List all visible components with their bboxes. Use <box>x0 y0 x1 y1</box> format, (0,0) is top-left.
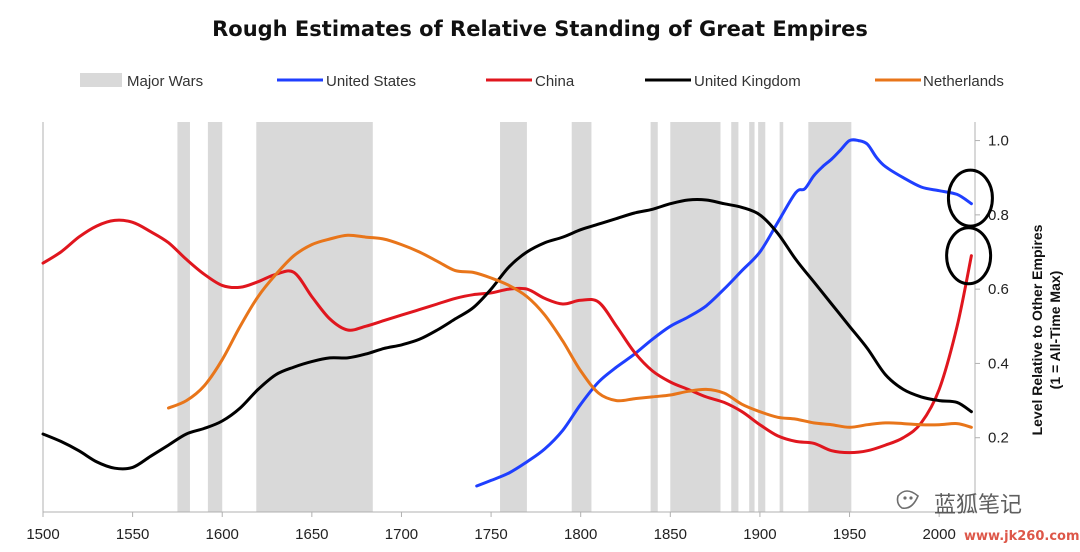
watermark-site: www.jk260.com <box>964 529 1080 544</box>
annotation-circle-1 <box>946 168 994 228</box>
x-tick-label-1800: 1800 <box>564 526 597 543</box>
watermark-brand: 蓝狐笔记 <box>934 493 1022 518</box>
legend: Major Wars United States China United Ki… <box>80 73 1004 90</box>
y-tick-label-0: 0.2 <box>988 430 1009 447</box>
x-tick-label-1950: 1950 <box>833 526 866 543</box>
war-band-1619-1684 <box>256 122 373 512</box>
y-tick-label-2: 0.6 <box>988 281 1009 298</box>
y-axis-title-line-2: (1 = All-Time Max) <box>1047 271 1063 390</box>
series-line-united-kingdom <box>41 198 973 471</box>
legend-label-netherlands: Netherlands <box>923 73 1004 90</box>
legend-item-china: China <box>486 73 575 90</box>
y-axis-title-line-1: Level Relative to Other Empires <box>1029 224 1045 435</box>
x-tick-label-2000: 2000 <box>922 526 955 543</box>
x-tick-label-1550: 1550 <box>116 526 149 543</box>
series-line-united-states <box>475 138 973 488</box>
watermark: 蓝狐笔记 www.jk260.com <box>896 490 1080 544</box>
legend-label-united-states: United States <box>326 73 416 90</box>
x-tick-label-1500: 1500 <box>26 526 59 543</box>
war-band-1884-1888 <box>731 122 739 512</box>
war-band-1850-1878 <box>670 122 721 512</box>
war-band-1755-1770 <box>500 122 527 512</box>
y-tick-label-4: 1.0 <box>988 133 1009 150</box>
x-tick-label-1600: 1600 <box>206 526 239 543</box>
war-band-1795-1806 <box>571 122 592 512</box>
series-line-netherlands <box>167 233 973 429</box>
war-band-1927-1951 <box>808 122 852 512</box>
war-band-1592-1600 <box>207 122 223 512</box>
axes: 1500 1550 1600 1650 1700 1750 1800 1850 1900 1950… <box>26 122 1009 543</box>
war-band-1899-1903 <box>758 122 766 512</box>
legend-swatch-major-wars <box>80 73 122 87</box>
war-band-1839-1843 <box>650 122 658 512</box>
annotation-circle-2 <box>945 226 993 286</box>
x-tick-label-1650: 1650 <box>295 526 328 543</box>
legend-label-china: China <box>535 73 575 90</box>
legend-label-united-kingdom: United Kingdom <box>694 73 801 90</box>
y-tick-label-1: 0.4 <box>988 355 1009 372</box>
legend-item-united-kingdom: United Kingdom <box>645 73 801 90</box>
legend-item-united-states: United States <box>277 73 416 90</box>
fox-logo-icon <box>896 490 919 510</box>
war-band-1575-1582 <box>177 122 190 512</box>
legend-label-major-wars: Major Wars <box>127 73 203 90</box>
legend-item-major-wars: Major Wars <box>80 73 203 90</box>
x-tick-label-1700: 1700 <box>385 526 418 543</box>
series-lines <box>41 138 973 488</box>
war-band-1911-1913 <box>779 122 784 512</box>
major-wars-bands <box>177 122 852 512</box>
x-tick-label-1750: 1750 <box>474 526 507 543</box>
y-tick-label-3: 0.8 <box>988 207 1009 224</box>
war-band-1894-1897 <box>749 122 755 512</box>
x-tick-label-1850: 1850 <box>654 526 687 543</box>
y-axis-title: Level Relative to Other Empires (1 = All… <box>1029 224 1063 435</box>
x-tick-label-1900: 1900 <box>743 526 776 543</box>
series-line-china <box>41 218 973 455</box>
legend-item-netherlands: Netherlands <box>875 73 1004 90</box>
chart-title: Rough Estimates of Relative Standing of … <box>212 17 868 41</box>
annotations <box>945 168 994 286</box>
